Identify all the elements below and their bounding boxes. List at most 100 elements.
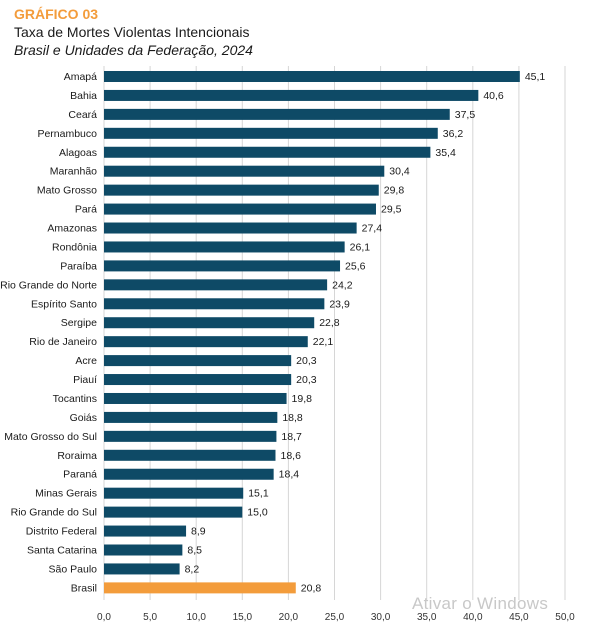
value-label: 20,3 — [296, 355, 317, 367]
category-label: Pernambuco — [37, 128, 97, 140]
bar — [104, 89, 479, 101]
value-label: 18,8 — [282, 412, 303, 424]
category-label: Sergipe — [61, 317, 97, 329]
value-label: 26,1 — [350, 241, 371, 253]
category-label: Minas Gerais — [35, 488, 97, 500]
value-label: 35,4 — [435, 147, 456, 159]
bar — [104, 298, 325, 310]
x-tick-label: 45,0 — [509, 612, 529, 623]
value-label: 29,5 — [381, 204, 402, 216]
value-label: 20,8 — [301, 582, 322, 594]
bar — [104, 127, 438, 139]
chart-subtitle: Brasil e Unidades da Federação, 2024 — [14, 42, 253, 58]
value-label: 15,1 — [248, 488, 269, 500]
value-label: 36,2 — [443, 128, 464, 140]
category-label: Rio Grande do Sul — [11, 507, 97, 519]
bar — [104, 525, 187, 537]
category-label: Paraná — [63, 469, 97, 481]
category-label: Pará — [75, 204, 97, 216]
value-label: 18,4 — [279, 469, 300, 481]
bar — [104, 563, 180, 575]
bar — [104, 411, 278, 423]
category-label: Acre — [75, 355, 97, 367]
bar — [104, 108, 450, 120]
x-tick-label: 5,0 — [143, 612, 157, 623]
value-label: 25,6 — [345, 260, 366, 272]
bar — [104, 506, 243, 518]
x-tick-label: 0,0 — [97, 612, 111, 623]
bar — [104, 222, 357, 234]
bar — [104, 468, 274, 480]
value-label: 18,7 — [281, 431, 302, 443]
category-label: Ceará — [68, 109, 97, 121]
value-label: 8,2 — [185, 563, 200, 575]
category-label: Santa Catarina — [27, 545, 97, 557]
category-label: Espírito Santo — [31, 298, 97, 310]
x-tick-label: 50,0 — [555, 612, 575, 623]
bar — [104, 582, 296, 594]
category-label: Alagoas — [59, 147, 97, 159]
value-label: 37,5 — [455, 109, 476, 121]
category-label: Mato Grosso — [37, 185, 97, 197]
value-label: 15,0 — [247, 507, 268, 519]
bar — [104, 317, 315, 329]
category-label: Distrito Federal — [26, 526, 97, 538]
x-tick-label: 40,0 — [463, 612, 483, 623]
x-tick-label: 35,0 — [417, 612, 437, 623]
category-label: Rio de Janeiro — [29, 336, 97, 348]
bar — [104, 279, 328, 291]
bar — [104, 184, 379, 196]
value-label: 20,3 — [296, 374, 317, 386]
category-label: Paraíba — [60, 260, 97, 272]
chart-kicker: GRÁFICO 03 — [14, 6, 99, 22]
bar — [104, 146, 431, 158]
category-label: Rondônia — [52, 241, 97, 253]
x-tick-label: 15,0 — [233, 612, 253, 623]
bar — [104, 71, 520, 82]
value-label: 8,5 — [187, 545, 202, 557]
windows-activation-watermark: Ativar o Windows — [412, 594, 549, 613]
x-tick-label: 30,0 — [371, 612, 391, 623]
value-label: 40,6 — [483, 90, 504, 102]
chart-title: Taxa de Mortes Violentas Intencionais — [14, 24, 250, 40]
value-label: 23,9 — [329, 298, 350, 310]
category-label: Amapá — [64, 71, 97, 83]
value-label: 22,1 — [313, 336, 334, 348]
category-label: Amazonas — [47, 223, 97, 235]
bar — [104, 336, 308, 348]
category-label: Piauí — [73, 374, 97, 386]
category-label: Rio Grande do Norte — [0, 279, 97, 291]
category-label: Mato Grosso do Sul — [4, 431, 97, 443]
value-label: 45,1 — [525, 71, 546, 83]
category-label: São Paulo — [49, 563, 98, 575]
category-label: Brasil — [71, 582, 97, 594]
value-label: 8,9 — [191, 526, 206, 538]
bar — [104, 487, 244, 499]
bar — [104, 430, 277, 442]
x-tick-label: 20,0 — [279, 612, 299, 623]
bar — [104, 241, 345, 253]
category-label: Tocantins — [53, 393, 97, 405]
bar — [104, 355, 292, 367]
chart-header: GRÁFICO 03 Taxa de Mortes Violentas Inte… — [14, 6, 253, 59]
value-label: 22,8 — [319, 317, 340, 329]
bar — [104, 374, 292, 386]
category-label: Roraima — [57, 450, 97, 462]
x-tick-label: 10,0 — [186, 612, 206, 623]
value-label: 30,4 — [389, 166, 410, 178]
value-label: 24,2 — [332, 279, 353, 291]
bar — [104, 165, 385, 177]
category-label: Maranhão — [50, 166, 97, 178]
bar — [104, 260, 341, 272]
category-label: Bahia — [70, 90, 97, 102]
x-tick-label: 25,0 — [325, 612, 345, 623]
value-label: 29,8 — [384, 185, 405, 197]
bar — [104, 392, 287, 404]
value-label: 27,4 — [362, 223, 383, 235]
bar — [104, 544, 183, 556]
category-label: Goiás — [70, 412, 97, 424]
value-label: 18,6 — [280, 450, 301, 462]
value-label: 19,8 — [292, 393, 313, 405]
bar — [104, 203, 376, 215]
